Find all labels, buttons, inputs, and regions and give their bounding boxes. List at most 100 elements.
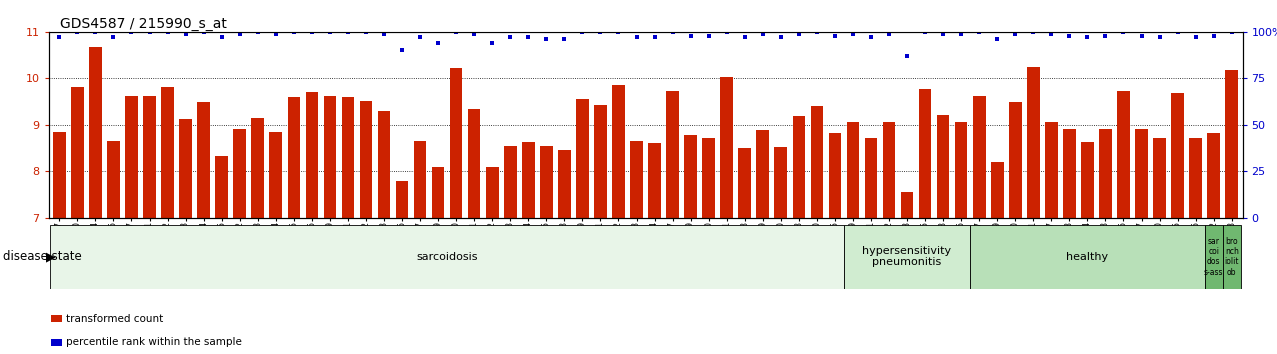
Point (770, 35, 790, 40)
Point (590, 29, 610, 35)
Bar (269, 132, 282, 218)
Bar (900, 192, 913, 218)
Point (1185, 35, 1205, 40)
Point (663, 29, 683, 35)
Bar (1226, 70, 1237, 218)
Bar (414, 141, 427, 218)
Point (301, 29, 322, 35)
Point (951, 31, 972, 36)
Bar (1153, 138, 1166, 218)
Point (1149, 35, 1170, 40)
Point (626, 35, 646, 40)
Point (283, 29, 304, 35)
Bar (1027, 67, 1039, 218)
Point (446, 29, 466, 35)
Bar (630, 141, 642, 218)
Point (175, 31, 195, 36)
Bar (125, 96, 138, 218)
Point (536, 36, 557, 42)
Bar (738, 148, 751, 218)
Bar (522, 142, 535, 218)
Text: sar
coi
dos
s-ass: sar coi dos s-ass (1204, 236, 1223, 277)
Text: GDS4587 / 215990_s_at: GDS4587 / 215990_s_at (60, 17, 227, 31)
Point (68, 29, 88, 35)
Point (1131, 33, 1152, 39)
Bar (774, 147, 787, 218)
Point (861, 35, 881, 40)
Point (481, 40, 502, 46)
Bar (918, 88, 931, 218)
Point (139, 29, 160, 35)
Bar (216, 156, 229, 218)
Point (1078, 35, 1098, 40)
Point (356, 29, 377, 35)
Point (896, 53, 917, 59)
Point (49, 35, 69, 40)
Bar (50, 225, 844, 289)
Point (572, 29, 593, 35)
Text: healthy: healthy (1066, 252, 1108, 262)
Bar (396, 181, 409, 218)
Point (501, 35, 521, 40)
Bar (467, 109, 480, 218)
Point (1167, 29, 1188, 35)
Bar (1135, 129, 1148, 218)
Bar (323, 96, 336, 218)
Point (1023, 29, 1043, 35)
Bar (179, 119, 192, 218)
Point (157, 29, 178, 35)
Bar (973, 96, 986, 218)
Bar (955, 122, 968, 218)
Text: ▶: ▶ (46, 250, 56, 263)
Point (1059, 33, 1079, 39)
Bar (540, 146, 553, 218)
Bar (844, 225, 971, 289)
Point (464, 31, 484, 36)
Point (807, 29, 827, 35)
Bar (504, 146, 517, 218)
Bar (252, 118, 264, 218)
Point (681, 33, 701, 39)
Bar (793, 116, 805, 218)
Bar (450, 68, 462, 218)
Point (716, 29, 737, 35)
Bar (54, 132, 65, 218)
Point (554, 36, 575, 42)
Point (1222, 29, 1243, 35)
Bar (829, 133, 842, 218)
Bar (51, 315, 61, 322)
Point (914, 29, 935, 35)
Point (392, 48, 412, 53)
Bar (342, 97, 354, 218)
Point (987, 36, 1008, 42)
Bar (811, 106, 824, 218)
Bar (649, 143, 661, 218)
Bar (1009, 102, 1022, 218)
Point (933, 31, 954, 36)
Point (789, 31, 810, 36)
Bar (287, 97, 300, 218)
Bar (305, 92, 318, 218)
Bar (1117, 91, 1130, 218)
Bar (1222, 225, 1241, 289)
Text: transformed count: transformed count (65, 314, 162, 324)
Text: percentile rank within the sample: percentile rank within the sample (65, 337, 241, 347)
Bar (1189, 138, 1202, 218)
Bar (234, 130, 246, 218)
Point (752, 31, 773, 36)
Point (518, 35, 539, 40)
Bar (1171, 93, 1184, 218)
Bar (847, 122, 859, 218)
Bar (72, 87, 84, 218)
Bar (865, 138, 877, 218)
Bar (378, 111, 391, 218)
Bar (720, 78, 733, 218)
Point (1041, 31, 1061, 36)
Point (699, 33, 719, 39)
Bar (1062, 129, 1075, 218)
Point (103, 35, 124, 40)
Point (319, 29, 340, 35)
Bar (107, 141, 120, 218)
Point (230, 31, 250, 36)
Text: hypersensitivity
pneumonitis: hypersensitivity pneumonitis (862, 246, 951, 268)
